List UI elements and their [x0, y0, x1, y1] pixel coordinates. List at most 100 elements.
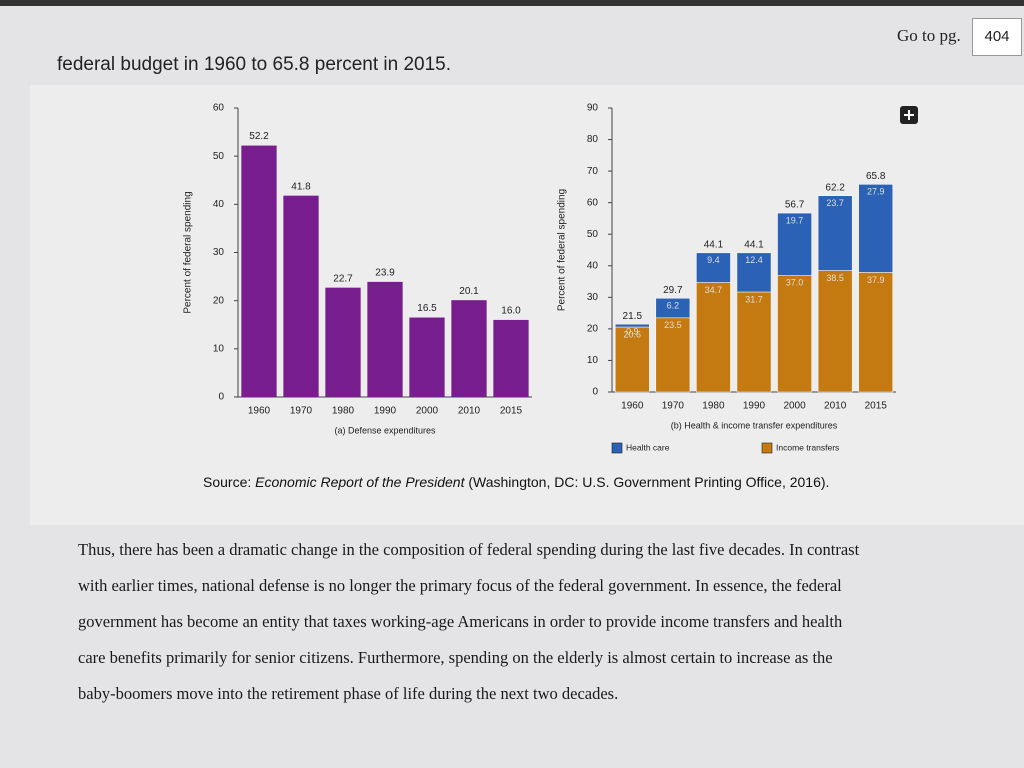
- y-tick-label: 50: [587, 229, 599, 240]
- legend-label: Health care: [626, 442, 670, 452]
- nav-label: Go to pg.: [897, 26, 961, 45]
- plus-icon: [904, 110, 914, 120]
- bar-segment: [696, 282, 731, 393]
- paragraph-line: with earlier times, national defense is …: [78, 576, 842, 595]
- value-label: 16.0: [501, 306, 521, 317]
- value-label: 19.7: [786, 215, 804, 225]
- source-prefix: Source:: [203, 474, 252, 490]
- y-tick-label: 30: [213, 247, 225, 258]
- y-tick-label: 80: [587, 134, 599, 145]
- total-label: 65.8: [866, 171, 886, 182]
- x-tick-label: 1980: [702, 401, 725, 412]
- value-label: 23.9: [375, 268, 395, 279]
- paragraph: Thus, there has been a dramatic change i…: [78, 540, 1008, 720]
- page-input[interactable]: 404: [972, 18, 1022, 56]
- value-label: 0.9: [626, 327, 639, 337]
- bar: [409, 317, 445, 397]
- value-label: 20.6: [624, 329, 642, 339]
- y-tick-label: 0: [218, 392, 224, 403]
- total-label: 21.5: [623, 311, 643, 322]
- total-label: 62.2: [825, 182, 845, 193]
- x-tick-label: 2015: [865, 401, 888, 412]
- bar-segment: [614, 323, 650, 328]
- x-tick-label: 1980: [332, 406, 355, 417]
- bar-segment: [696, 252, 731, 283]
- bar-segment: [614, 326, 650, 393]
- value-label: 34.7: [705, 285, 723, 295]
- y-tick-label: 60: [213, 103, 225, 114]
- y-axis-label: Percent of federal spending: [557, 189, 568, 311]
- value-label: 23.5: [664, 320, 682, 330]
- source-rest: (Washington, DC: U.S. Government Printin…: [468, 474, 830, 490]
- total-label: 44.1: [704, 239, 724, 250]
- bar: [325, 287, 361, 397]
- figure-panel: [30, 85, 1024, 525]
- bar: [241, 145, 277, 397]
- y-tick-label: 40: [213, 199, 225, 210]
- value-label: 41.8: [291, 181, 311, 192]
- x-tick-label: 2000: [416, 406, 439, 417]
- x-tick-label: 1970: [290, 406, 313, 417]
- legend-swatch: [611, 442, 623, 454]
- source: Source: Economic Report of the President…: [203, 474, 829, 490]
- value-label: 16.5: [417, 303, 437, 314]
- bar-segment: [777, 274, 812, 393]
- value-label: 6.2: [667, 301, 680, 311]
- total-label: 56.7: [785, 200, 805, 211]
- y-tick-label: 10: [587, 355, 599, 366]
- paragraph-line: care benefits primarily for senior citiz…: [78, 648, 833, 667]
- legend-label: Income transfers: [776, 442, 839, 452]
- bar: [367, 281, 403, 397]
- y-axis-label: Percent of federal spending: [183, 191, 194, 313]
- value-label: 37.9: [867, 275, 885, 285]
- x-tick-label: 1990: [743, 401, 766, 412]
- x-tick-label: 1990: [374, 406, 397, 417]
- value-label: 22.7: [333, 273, 353, 284]
- bar-segment: [858, 184, 894, 273]
- total-label: 29.7: [663, 285, 683, 296]
- value-label: 52.2: [249, 131, 269, 142]
- y-tick-label: 60: [587, 197, 599, 208]
- total-label: 44.1: [744, 239, 764, 250]
- value-label: 9.4: [707, 255, 720, 265]
- x-tick-label: 2015: [500, 406, 523, 417]
- value-label: 37.0: [786, 278, 804, 288]
- y-tick-label: 20: [213, 295, 225, 306]
- paragraph-line: government has become an entity that tax…: [78, 612, 843, 631]
- bar: [283, 195, 319, 397]
- value-label: 20.1: [459, 286, 479, 297]
- value-label: 27.9: [867, 187, 885, 197]
- bar-segment: [655, 298, 691, 319]
- bar-segment: [817, 195, 853, 271]
- y-tick-label: 30: [587, 292, 599, 303]
- value-label: 23.7: [826, 198, 844, 208]
- x-axis-label: (a) Defense expenditures: [334, 425, 436, 435]
- bar-segment: [655, 317, 691, 393]
- y-tick-label: 90: [587, 103, 599, 114]
- bar-segment: [736, 291, 772, 393]
- paragraph-line: Thus, there has been a dramatic change i…: [78, 540, 860, 559]
- bar-segment: [858, 272, 894, 393]
- y-tick-label: 0: [592, 387, 598, 398]
- value-label: 31.7: [745, 294, 763, 304]
- y-tick-label: 50: [213, 151, 225, 162]
- value-label: 38.5: [826, 273, 844, 283]
- y-tick-label: 20: [587, 324, 599, 335]
- x-tick-label: 2000: [783, 401, 806, 412]
- x-tick-label: 1970: [662, 401, 685, 412]
- x-axis-label: (b) Health & income transfer expenditure…: [671, 420, 838, 430]
- paragraph-line: baby-boomers move into the retirement ph…: [78, 684, 619, 703]
- source-title: Economic Report of the President: [255, 474, 465, 490]
- bar: [451, 300, 487, 397]
- x-tick-label: 2010: [824, 401, 847, 412]
- x-tick-label: 1960: [248, 406, 271, 417]
- y-tick-label: 10: [213, 343, 225, 354]
- bar-segment: [736, 252, 772, 293]
- bar-segment: [777, 212, 812, 276]
- y-tick-label: 40: [587, 260, 599, 271]
- bar-segment: [817, 270, 853, 393]
- lead-text: federal budget in 1960 to 65.8 percent i…: [57, 54, 452, 75]
- y-tick-label: 70: [587, 166, 599, 177]
